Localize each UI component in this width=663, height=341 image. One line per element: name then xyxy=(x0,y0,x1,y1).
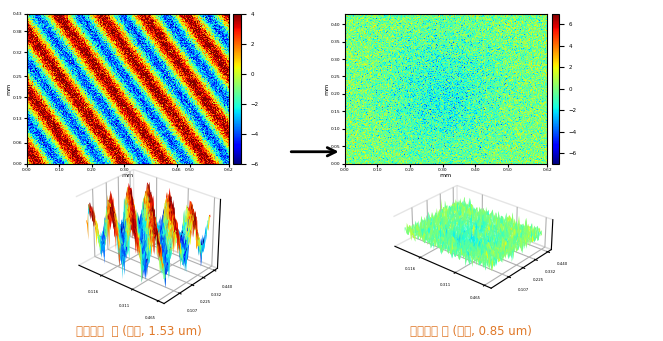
Y-axis label: mm: mm xyxy=(6,83,11,95)
X-axis label: mm: mm xyxy=(121,173,134,178)
Text: 기술지원  전 (가공, 1.53 um): 기술지원 전 (가공, 1.53 um) xyxy=(76,325,202,338)
Text: 기술지원 후 (래핑, 0.85 um): 기술지원 후 (래핑, 0.85 um) xyxy=(410,325,532,338)
Y-axis label: mm: mm xyxy=(324,83,330,95)
X-axis label: mm: mm xyxy=(440,173,452,178)
